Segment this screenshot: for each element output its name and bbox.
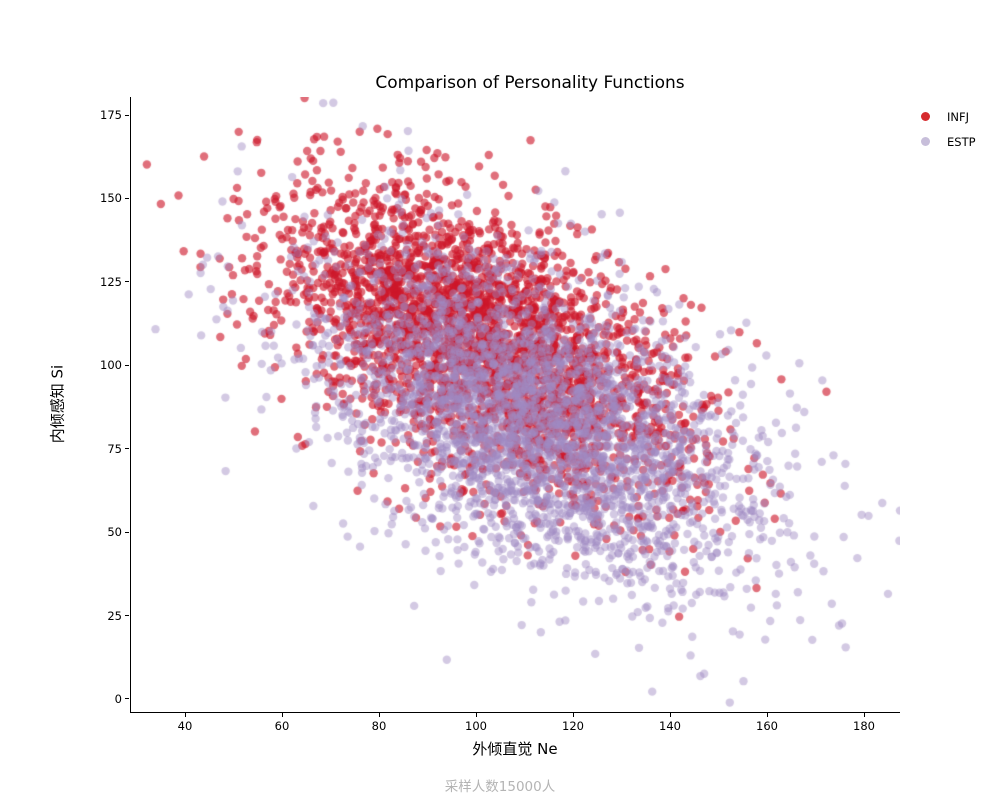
x-tick-label: 180 — [853, 719, 875, 733]
chart-title-text: Comparison of Personality Functions — [375, 73, 685, 93]
y-tick-label: 75 — [107, 441, 122, 456]
legend: INFJ ESTP — [915, 104, 976, 154]
legend-label-estp: ESTP — [947, 134, 976, 149]
x-tick-label: 100 — [465, 719, 487, 733]
x-axis-label: 外倾直觉 Ne — [472, 740, 558, 758]
x-tick-mark — [766, 713, 768, 717]
y-tick-mark — [125, 364, 129, 366]
y-tick-label: 175 — [100, 108, 122, 123]
y-tick-mark — [125, 448, 129, 450]
y-tick-label: 100 — [100, 358, 122, 373]
x-tick-mark — [184, 713, 186, 717]
x-tick-mark — [378, 713, 380, 717]
y-tick-label: 150 — [100, 191, 122, 206]
legend-row-infj: INFJ — [915, 104, 976, 129]
x-tick-mark — [863, 713, 865, 717]
x-tick-label: 120 — [562, 719, 584, 733]
y-tick-mark — [125, 615, 129, 617]
legend-label-infj: INFJ — [947, 109, 970, 124]
y-tick-mark — [125, 281, 129, 283]
x-tick-label: 160 — [756, 719, 778, 733]
y-tick-label: 25 — [107, 608, 122, 623]
x-tick-label: 40 — [177, 719, 193, 733]
x-tick-label: 80 — [371, 719, 387, 733]
infj-marker-icon — [921, 112, 930, 121]
y-tick-mark — [125, 531, 129, 533]
y-axis-label-text: 内倾感知 Si — [48, 364, 67, 444]
estp-marker-icon — [921, 137, 930, 146]
x-tick-label: 60 — [274, 719, 290, 733]
y-tick-label: 0 — [114, 691, 122, 706]
y-tick-mark — [125, 114, 129, 116]
scatter-plot-canvas — [130, 97, 900, 712]
x-tick-mark — [572, 713, 574, 717]
x-tick-label: 140 — [659, 719, 681, 733]
chart-title: Comparison of Personality Functions — [0, 73, 1000, 93]
legend-row-estp: ESTP — [915, 129, 976, 154]
y-tick-mark — [125, 197, 129, 199]
x-tick-mark — [281, 713, 283, 717]
sample-size-caption: 采样人数15000人 — [444, 779, 556, 795]
x-axis-spine — [130, 712, 900, 714]
y-tick-label: 50 — [107, 525, 122, 540]
y-tick-label: 125 — [100, 274, 122, 289]
x-tick-mark — [475, 713, 477, 717]
x-tick-mark — [669, 713, 671, 717]
y-tick-mark — [125, 698, 129, 700]
